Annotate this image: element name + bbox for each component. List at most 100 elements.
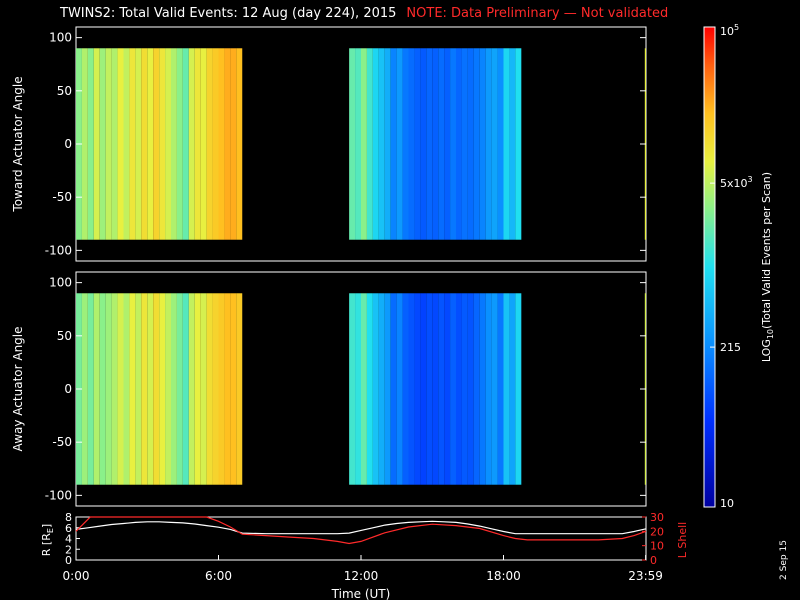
plot-title-main: TWINS2: Total Valid Events: 12 Aug (day …	[60, 6, 397, 21]
heatmap-cell-0-42	[432, 48, 439, 240]
heatmap-cell-1-18	[182, 293, 189, 485]
heatmap-cell-1-24	[218, 293, 225, 485]
heatmap-cell-0-21	[200, 48, 207, 240]
heatmap-cell-1-47	[461, 293, 468, 485]
heatmap-cell-1-25	[224, 293, 231, 485]
panel-toward: 100 50 0 -50 -100 Toward Actuator Angle	[11, 26, 647, 262]
heatmap-cell-1-34	[384, 293, 391, 485]
heatmap-cell-1-10	[135, 293, 142, 485]
lshell-tick-label-1: 20	[650, 525, 664, 538]
plot-title: TWINS2: Total Valid Events: 12 Aug (day …	[60, 6, 668, 21]
x-axis-label: Time (UT)	[331, 587, 391, 600]
heatmap-cell-1-31	[366, 293, 373, 485]
heatmap-cell-0-29	[355, 48, 361, 240]
heatmap-cell-0-35	[390, 48, 397, 240]
heatmap-cell-1-50	[479, 293, 486, 485]
heatmap-cell-1-2	[87, 293, 94, 485]
x-tick-label-1: 6:00	[205, 569, 232, 583]
y-ticks-away: 100 50 0 -50 -100	[45, 276, 646, 502]
y-tick-label-0-3: -50	[52, 190, 72, 204]
heatmap-cell-0-38	[408, 48, 415, 240]
heatmap-cell-1-39	[414, 293, 421, 485]
heatmap-cell-1-40	[420, 293, 427, 485]
heatmap-cell-0-27	[236, 48, 243, 240]
heatmap-cell-1-12	[147, 293, 154, 485]
heatmap-cell-1-16	[171, 293, 177, 485]
heatmap-cell-1-28	[349, 293, 356, 485]
colorbar-bar	[703, 26, 716, 508]
x-tick-label-2: 12:00	[344, 569, 379, 583]
heatmap-cell-1-4	[99, 293, 106, 485]
y-tick-label-0-1: 50	[57, 84, 72, 98]
heatmap-cell-1-52	[491, 293, 498, 485]
heatmap-cell-0-6	[111, 48, 118, 240]
heatmap-cell-0-15	[165, 48, 171, 240]
r-tick-label-1: 6	[65, 522, 72, 535]
r-tick-label-2: 4	[65, 533, 72, 546]
date-stamp: 2 Sep 15	[779, 540, 789, 580]
lshell-tick-label-0: 30	[650, 511, 664, 524]
x-tick-label-3: 18:00	[486, 569, 521, 583]
heatmap-cell-0-52	[491, 48, 498, 240]
heatmap-cell-1-38	[408, 293, 415, 485]
heatmap-cell-0-17	[176, 48, 183, 240]
heatmap-cell-0-47	[461, 48, 468, 240]
heatmap-cell-1-13	[153, 293, 160, 485]
heatmap-cell-0-54	[503, 48, 510, 240]
heatmap-cell-0-11	[141, 48, 148, 240]
x-ticks-time: 0:00 6:00 12:00 18:00 23:59	[63, 555, 663, 583]
heatmap-cell-0-16	[171, 48, 177, 240]
heatmap-away	[76, 293, 646, 485]
heatmap-cell-1-54	[503, 293, 510, 485]
heatmap-cell-1-6	[111, 293, 118, 485]
heatmap-cell-0-36	[396, 48, 403, 240]
heatmap-cell-1-3	[93, 293, 100, 485]
heatmap-cell-0-48	[467, 48, 474, 240]
x-tick-label-0: 0:00	[63, 569, 90, 583]
colorbar-tick-label-1: 5x103	[720, 175, 753, 190]
heatmap-cell-0-10	[135, 48, 142, 240]
y2-axis-label-lshell: L Shell	[676, 522, 689, 558]
lshell-tick-label-2: 10	[650, 540, 664, 553]
heatmap-cell-0-33	[378, 48, 385, 240]
r-tick-label-3: 2	[65, 543, 72, 556]
heatmap-cell-1-19	[188, 293, 195, 485]
colorbar: 105 5x103 215 10 LOG10(Total Valid Events p…	[703, 23, 775, 510]
heatmap-cell-0-56	[515, 48, 522, 240]
y-axis-label-away: Away Actuator Angle	[11, 326, 25, 451]
heatmap-cell-0-46	[456, 48, 462, 240]
heatmap-cell-0-5	[105, 48, 112, 240]
heatmap-cell-0-2	[87, 48, 94, 240]
colorbar-ticks: 105 5x103 215 10	[710, 23, 753, 510]
y-tick-label-0-0: 100	[49, 31, 72, 45]
colorbar-tick-label-2: 215	[720, 341, 741, 354]
heatmap-cell-1-44	[444, 293, 451, 485]
heatmap-cell-0-7	[117, 48, 124, 240]
heatmap-cell-0-24	[218, 48, 225, 240]
heatmap-cell-1-9	[129, 293, 136, 485]
heatmap-cell-1-51	[485, 293, 492, 485]
heatmap-toward	[76, 48, 646, 240]
heatmap-cell-0-50	[479, 48, 486, 240]
heatmap-cell-1-32	[372, 293, 379, 485]
heatmap-cell-1-37	[402, 293, 409, 485]
heatmap-cell-0-3	[93, 48, 100, 240]
y-tick-label-1-1: 50	[57, 329, 72, 343]
heatmap-cell-1-41	[426, 293, 433, 485]
y-ticks-toward: 100 50 0 -50 -100	[45, 31, 646, 257]
y-tick-label-0-4: -100	[45, 243, 72, 257]
y-tick-label-0-2: 0	[64, 137, 72, 151]
heatmap-cell-1-11	[141, 293, 148, 485]
heatmap-cell-1-30	[361, 293, 367, 485]
heatmap-cell-0-4	[99, 48, 106, 240]
x-tick-label-4: 23:59	[628, 569, 663, 583]
heatmap-cell-1-27	[236, 293, 243, 485]
heatmap-cell-0-22	[206, 48, 213, 240]
heatmap-cell-1-26	[230, 293, 237, 485]
heatmap-cell-0-23	[212, 48, 219, 240]
heatmap-cell-1-42	[432, 293, 439, 485]
heatmap-cell-0-14	[159, 48, 166, 240]
heatmap-cell-1-53	[497, 293, 504, 485]
